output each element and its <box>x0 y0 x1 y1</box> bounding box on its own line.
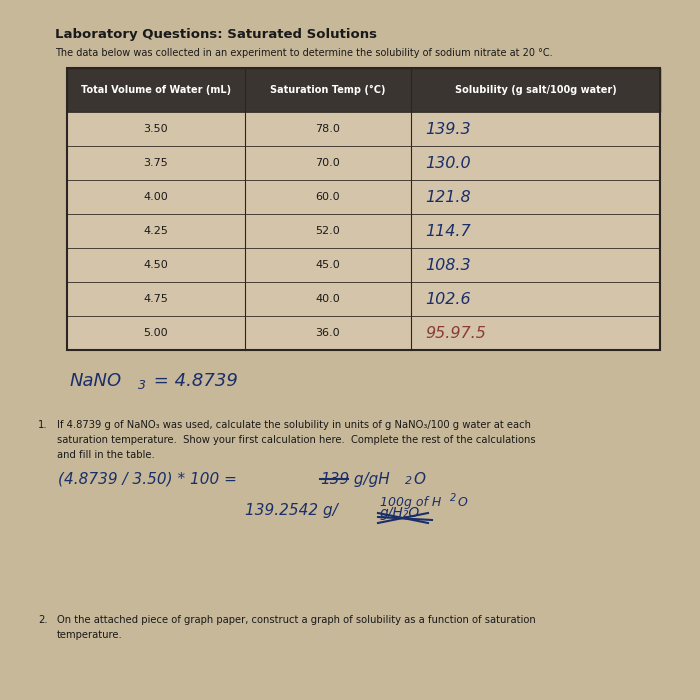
Text: 102.6: 102.6 <box>425 291 470 307</box>
Text: 45.0: 45.0 <box>316 260 340 270</box>
Text: 4.25: 4.25 <box>144 226 169 236</box>
Text: 2: 2 <box>405 476 412 486</box>
Text: 70.0: 70.0 <box>316 158 340 168</box>
Text: The data below was collected in an experiment to determine the solubility of sod: The data below was collected in an exper… <box>55 48 552 58</box>
Text: 5.00: 5.00 <box>144 328 168 338</box>
Text: 3.50: 3.50 <box>144 124 168 134</box>
Text: g/H₂O: g/H₂O <box>380 506 420 520</box>
Text: 4.75: 4.75 <box>144 294 169 304</box>
Text: 139.2542 g/: 139.2542 g/ <box>245 503 337 518</box>
Text: Saturation Temp (°C): Saturation Temp (°C) <box>270 85 386 95</box>
Text: 4.00: 4.00 <box>144 192 168 202</box>
Bar <box>67 68 660 112</box>
Text: 100g of H: 100g of H <box>380 496 441 509</box>
Bar <box>67 68 660 350</box>
Bar <box>67 316 660 350</box>
Bar <box>67 112 660 146</box>
Bar <box>67 248 660 282</box>
Bar <box>67 282 660 316</box>
Text: 36.0: 36.0 <box>316 328 340 338</box>
Text: O: O <box>458 496 468 509</box>
Text: 130.0: 130.0 <box>425 155 470 171</box>
Text: 95.97.5: 95.97.5 <box>425 326 486 340</box>
Text: 60.0: 60.0 <box>316 192 340 202</box>
Text: 3.75: 3.75 <box>144 158 168 168</box>
Text: 108.3: 108.3 <box>425 258 470 272</box>
Text: 121.8: 121.8 <box>425 190 470 204</box>
Text: Solubility (g salt/100g water): Solubility (g salt/100g water) <box>454 85 616 95</box>
Text: 3: 3 <box>138 379 146 392</box>
Text: 2: 2 <box>450 493 456 503</box>
Bar <box>67 146 660 180</box>
Text: Laboratory Questions: Saturated Solutions: Laboratory Questions: Saturated Solution… <box>55 28 377 41</box>
Text: 40.0: 40.0 <box>316 294 340 304</box>
Text: Total Volume of Water (mL): Total Volume of Water (mL) <box>81 85 231 95</box>
Text: (4.8739 / 3.50) * 100 =: (4.8739 / 3.50) * 100 = <box>58 472 237 487</box>
Text: 78.0: 78.0 <box>316 124 340 134</box>
Text: = 4.8739: = 4.8739 <box>148 372 238 390</box>
Bar <box>67 180 660 214</box>
Text: 139.3: 139.3 <box>425 122 470 136</box>
Text: 4.50: 4.50 <box>144 260 168 270</box>
Text: g/gH: g/gH <box>349 472 390 487</box>
Bar <box>67 214 660 248</box>
Text: If 4.8739 g of NaNO₃ was used, calculate the solubility in units of g NaNO₃/100 : If 4.8739 g of NaNO₃ was used, calculate… <box>57 420 536 460</box>
Text: On the attached piece of graph paper, construct a graph of solubility as a funct: On the attached piece of graph paper, co… <box>57 615 536 640</box>
Text: 2.: 2. <box>38 615 48 625</box>
Text: 52.0: 52.0 <box>316 226 340 236</box>
Text: 139: 139 <box>320 472 349 487</box>
Text: O: O <box>413 472 425 487</box>
Text: NaNO: NaNO <box>70 372 122 390</box>
Text: 114.7: 114.7 <box>425 223 470 239</box>
Text: 1.: 1. <box>38 420 48 430</box>
